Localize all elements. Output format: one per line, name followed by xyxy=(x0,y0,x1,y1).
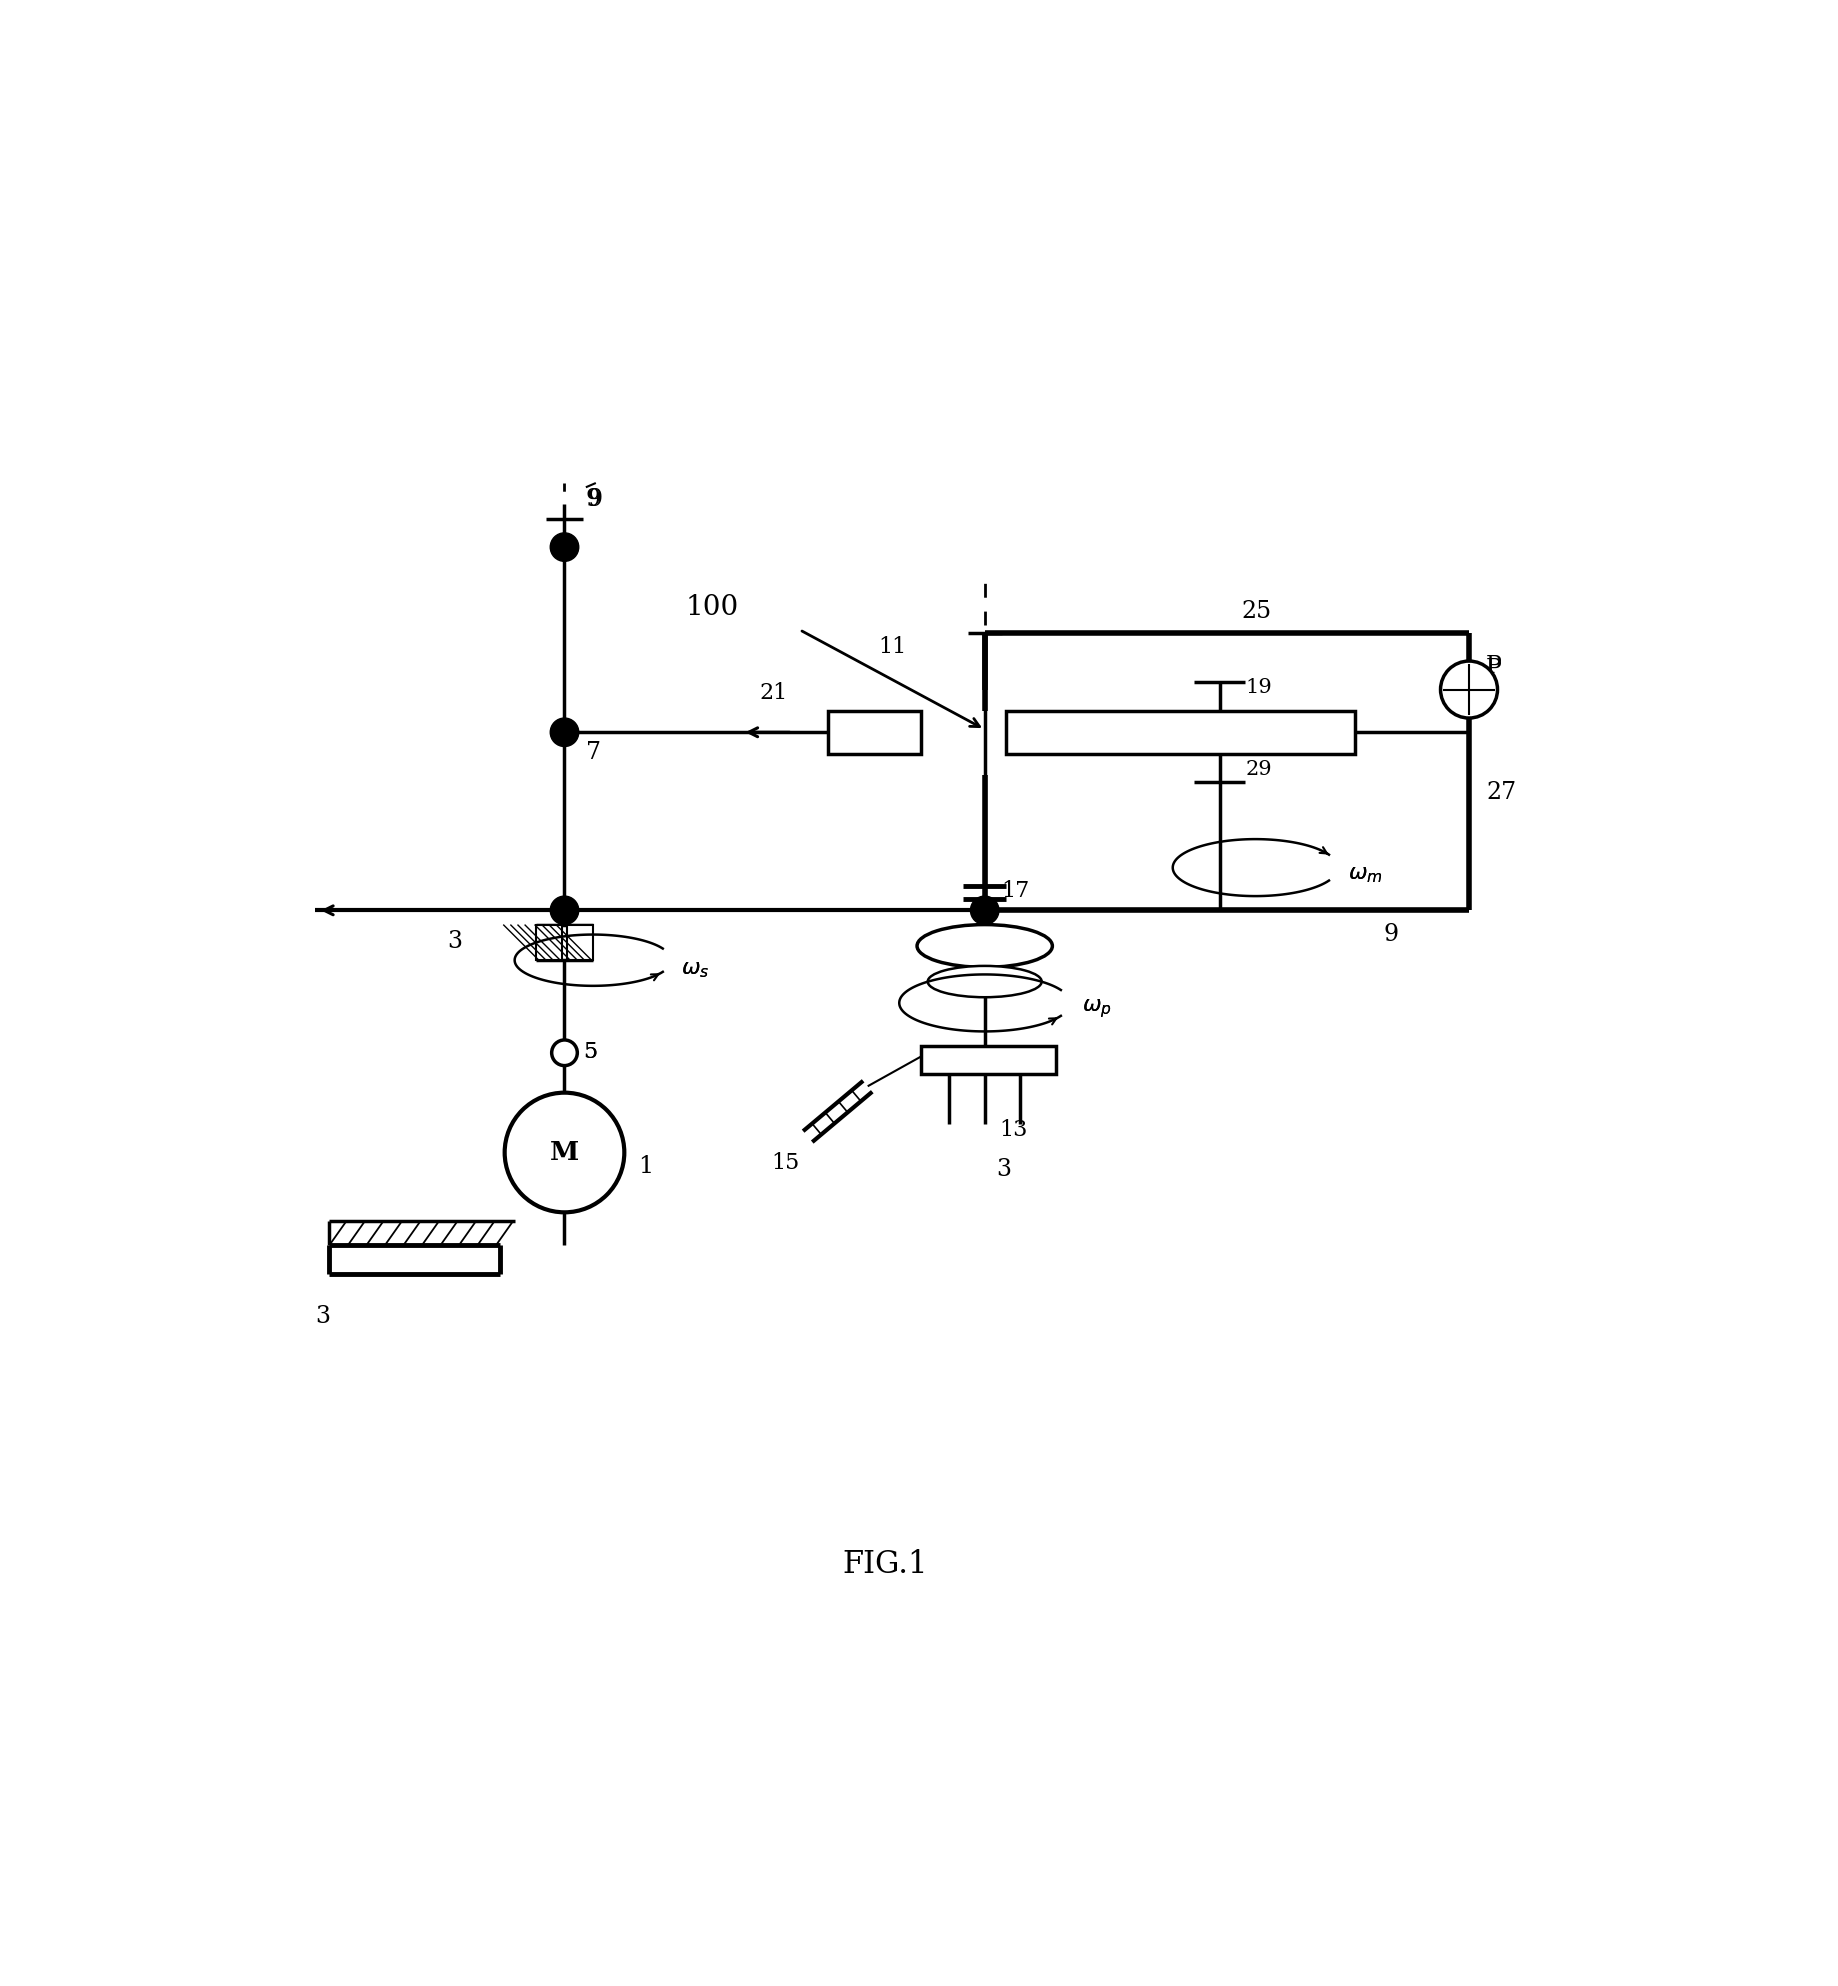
Text: 21: 21 xyxy=(759,681,789,703)
Text: $\omega_s$: $\omega_s$ xyxy=(682,957,709,981)
Circle shape xyxy=(505,1092,625,1211)
Circle shape xyxy=(970,896,1000,925)
Text: M: M xyxy=(550,1140,579,1166)
Text: 9: 9 xyxy=(586,489,601,512)
Text: 19: 19 xyxy=(1246,677,1272,697)
Circle shape xyxy=(550,896,579,925)
Bar xyxy=(1005,711,1355,753)
Text: $\omega_s$: $\omega_s$ xyxy=(682,957,709,981)
Ellipse shape xyxy=(917,925,1053,967)
Text: $\omega_p$: $\omega_p$ xyxy=(1081,997,1112,1021)
Text: 7: 7 xyxy=(586,741,601,765)
Text: 5: 5 xyxy=(583,1041,597,1063)
Circle shape xyxy=(551,1041,577,1066)
Bar xyxy=(827,711,921,753)
Bar xyxy=(568,925,594,959)
Text: 11: 11 xyxy=(879,636,906,657)
Text: 29: 29 xyxy=(1246,761,1272,779)
Text: 25: 25 xyxy=(1241,600,1272,622)
Text: 3: 3 xyxy=(448,929,463,953)
Ellipse shape xyxy=(928,965,1042,997)
Text: 9: 9 xyxy=(588,489,603,512)
Text: P: P xyxy=(1487,657,1502,681)
Text: 9: 9 xyxy=(1384,923,1399,945)
Bar xyxy=(921,1047,1055,1074)
Text: 100: 100 xyxy=(686,594,739,622)
Circle shape xyxy=(1441,661,1498,719)
Text: 5: 5 xyxy=(583,1041,597,1063)
Text: 3: 3 xyxy=(316,1305,331,1329)
Text: 1: 1 xyxy=(638,1156,654,1178)
Circle shape xyxy=(550,719,579,747)
Text: 15: 15 xyxy=(772,1152,800,1174)
Text: 13: 13 xyxy=(1000,1118,1027,1142)
Text: 17: 17 xyxy=(1002,880,1029,902)
Text: 3: 3 xyxy=(996,1158,1011,1182)
Text: FIG.1: FIG.1 xyxy=(842,1549,928,1579)
Text: P: P xyxy=(1487,655,1502,677)
Text: 27: 27 xyxy=(1487,780,1516,804)
Text: $\omega_m$: $\omega_m$ xyxy=(1347,862,1382,884)
Bar xyxy=(537,925,562,959)
Text: $\omega_m$: $\omega_m$ xyxy=(1347,862,1382,884)
Circle shape xyxy=(550,532,579,562)
Text: $\omega_p$: $\omega_p$ xyxy=(1081,997,1112,1021)
